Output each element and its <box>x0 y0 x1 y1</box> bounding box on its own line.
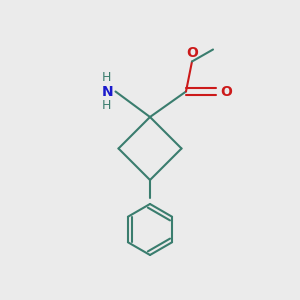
Text: H: H <box>102 99 111 112</box>
Text: O: O <box>186 46 198 60</box>
Text: O: O <box>220 85 232 98</box>
Text: H: H <box>102 71 111 84</box>
Text: N: N <box>102 85 114 98</box>
